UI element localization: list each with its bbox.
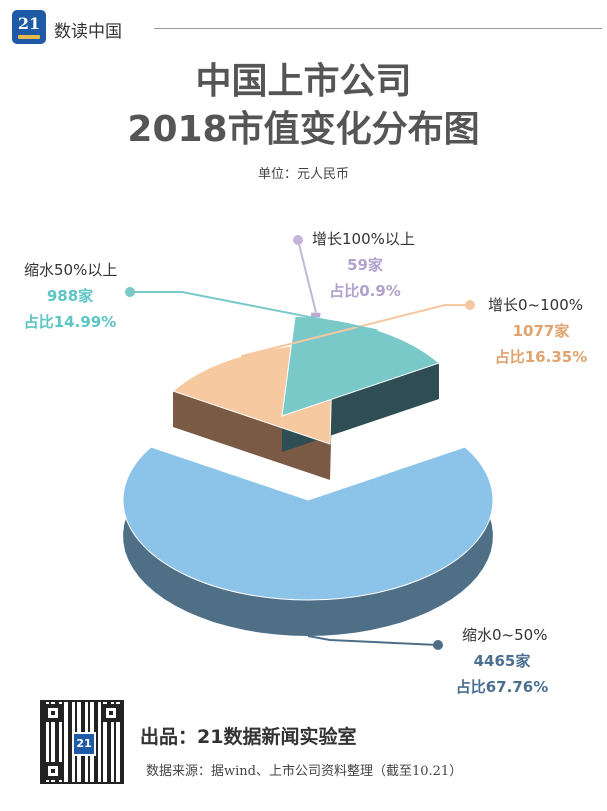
slice-share-2: 占比16.35% — [495, 348, 587, 366]
source-text: 数据来源：据wind、上市公司资料整理（截至10.21） — [146, 764, 463, 779]
chart-title-line2: 2018市值变化分布图 — [127, 109, 480, 150]
leader-dot-4 — [125, 287, 135, 297]
pie-slice-side-2-1 — [173, 391, 330, 480]
slice-count-3: 59家 — [347, 256, 383, 274]
pie-slice-1 — [122, 446, 494, 601]
brand-header: 21 数读中国 — [12, 10, 602, 46]
slice-label-4: 缩水50%以上 — [24, 261, 117, 279]
leader-line-3 — [297, 239, 317, 313]
qr-finder-bottom-left — [44, 762, 62, 780]
chart-title-line1: 中国上市公司 — [195, 61, 412, 102]
brand-name: 数读中国 — [54, 22, 122, 42]
logo-text: 21 — [17, 13, 41, 33]
slice-label-1: 缩水0~50% — [462, 626, 547, 644]
leader-line-1 — [307, 635, 439, 646]
slice-label-3: 增长100%以上 — [312, 230, 415, 248]
slice-count-1: 4465家 — [474, 652, 531, 670]
qr-finder-top-left — [44, 704, 62, 722]
slice-share-4: 占比14.99% — [24, 313, 116, 331]
leader-dot-2 — [465, 300, 475, 310]
slice-share-3: 占比0.9% — [329, 282, 401, 300]
pie-slice-wall-1 — [123, 447, 493, 636]
leader-line-4 — [130, 291, 378, 332]
logo-21: 21 — [12, 10, 46, 44]
slice-label-2: 增长0~100% — [488, 296, 583, 314]
slice-count-2: 1077家 — [513, 322, 570, 340]
qr-logo: 21 — [72, 732, 96, 756]
leader-line-2 — [241, 304, 470, 358]
slice-share-1: 占比67.76% — [456, 678, 548, 696]
leader-dot-1 — [433, 640, 443, 650]
qr-code: 21 — [40, 700, 124, 784]
slice-count-4: 988家 — [47, 287, 93, 305]
unit-label: 单位：元人民币 — [257, 167, 349, 182]
qr-finder-top-right — [102, 704, 120, 722]
credit-text: 出品：21数据新闻实验室 — [140, 726, 357, 748]
brand-divider — [154, 28, 602, 29]
leader-dot-3 — [293, 235, 303, 245]
logo-strip — [18, 34, 40, 39]
